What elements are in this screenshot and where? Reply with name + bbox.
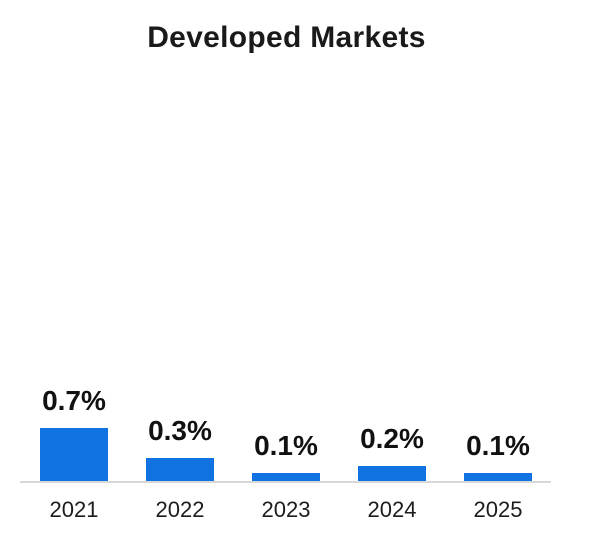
value-label-2022: 0.3% [148,415,212,447]
bar-2021 [40,427,108,481]
value-label-2023: 0.1% [254,430,318,462]
x-tick-2025: 2025 [473,497,523,522]
x-tick-2023: 2023 [261,497,311,522]
x-axis-line [20,481,551,483]
bar-column-2022: 0.3% [146,417,214,481]
bar-column-2023: 0.1% [252,432,320,481]
bar-2025 [464,473,532,481]
x-tick-2024: 2024 [367,497,417,522]
bar-2022 [146,458,214,481]
x-tick-2022: 2022 [155,497,205,522]
bar-column-2021: 0.7% [40,384,108,481]
bar-column-2025: 0.1% [464,432,532,481]
chart-title: Developed Markets [147,21,426,54]
value-label-2021: 0.7% [42,384,106,416]
x-tick-2021: 2021 [49,497,99,522]
value-label-2024: 0.2% [360,422,424,454]
value-label-2025: 0.1% [466,430,530,462]
bar-2024 [358,465,426,481]
bar-column-2024: 0.2% [358,422,426,481]
bar-2023 [252,473,320,481]
